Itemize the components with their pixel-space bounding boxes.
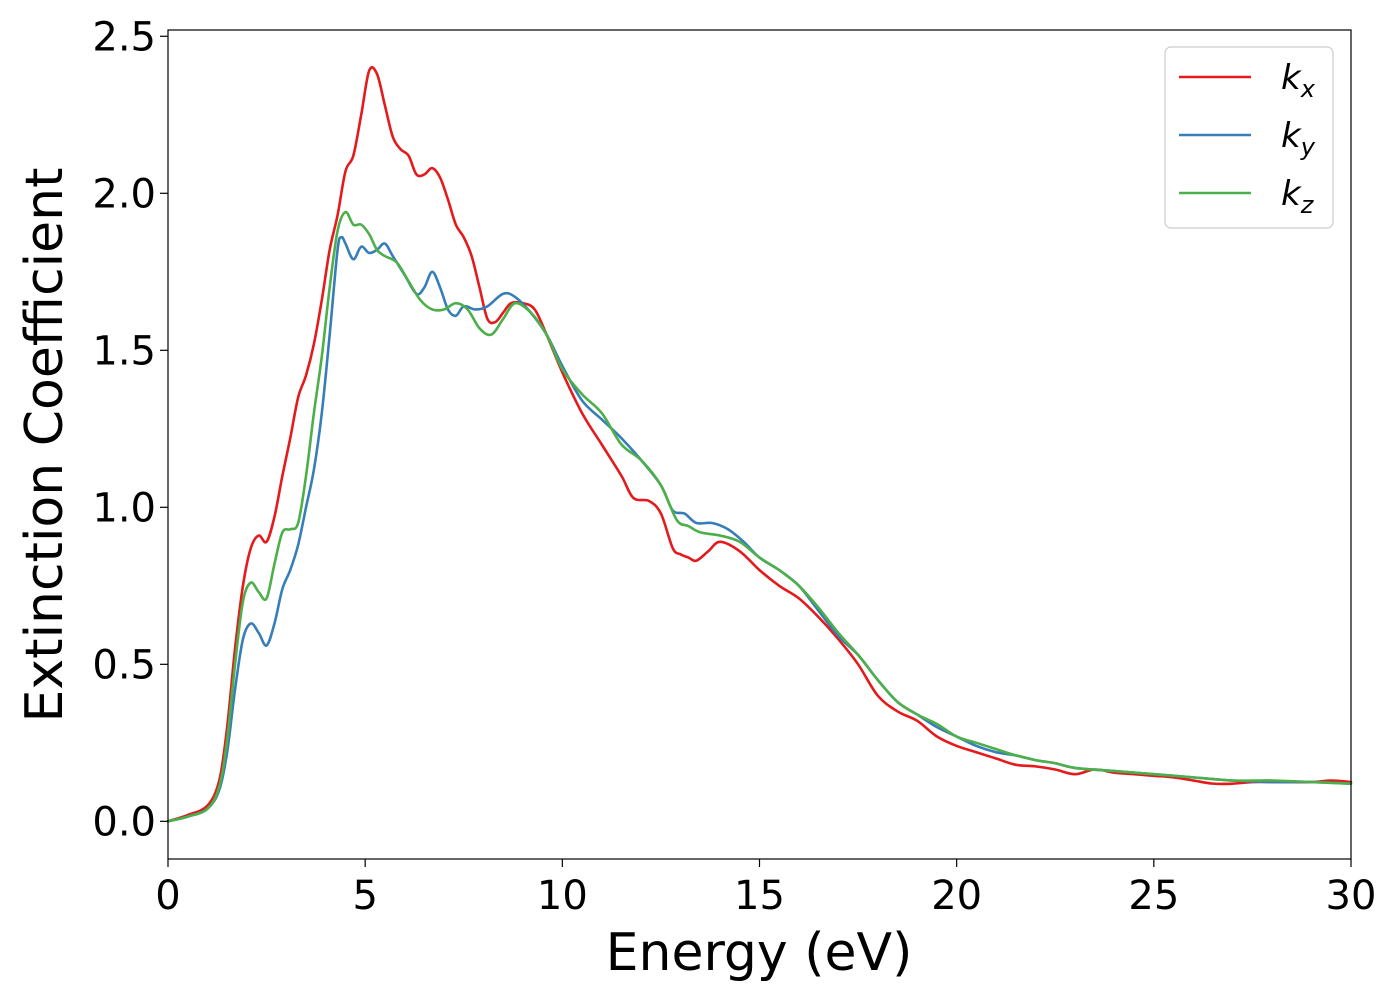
x-tick-label: 15 [734, 873, 785, 919]
series-line-kz [166, 210, 1353, 823]
legend-box [1164, 46, 1334, 229]
x-tick-label: 10 [537, 873, 588, 919]
x-tick-label: 25 [1128, 873, 1179, 919]
y-tick-label: 2.5 [92, 14, 156, 60]
x-tick-label: 20 [931, 873, 982, 919]
x-tick-label: 0 [155, 873, 180, 919]
y-tick-label: 1.5 [92, 328, 156, 374]
y-tick-label: 0.0 [92, 799, 156, 845]
y-tick-label: 0.5 [92, 642, 156, 688]
y-axis-label: Extinction Coefficient [15, 168, 75, 723]
y-axis-ticks: 0.0 0.5 1.0 1.5 2.0 2.5 [92, 14, 168, 845]
x-axis-ticks: 0 5 10 15 20 25 30 [155, 859, 1376, 919]
series-layer [166, 66, 1353, 823]
x-axis-label: Energy (eV) [606, 923, 913, 983]
y-tick-label: 2.0 [92, 171, 156, 217]
y-tick-label: 1.0 [92, 485, 156, 531]
x-tick-label: 5 [352, 873, 377, 919]
plot-area-background [168, 30, 1351, 859]
x-tick-label: 30 [1326, 873, 1377, 919]
